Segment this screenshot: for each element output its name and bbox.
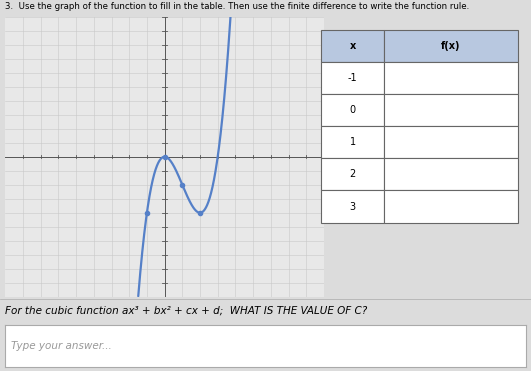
FancyBboxPatch shape bbox=[384, 62, 518, 94]
FancyBboxPatch shape bbox=[384, 158, 518, 190]
FancyBboxPatch shape bbox=[321, 190, 384, 223]
Text: 1: 1 bbox=[349, 137, 356, 147]
FancyBboxPatch shape bbox=[321, 126, 384, 158]
FancyBboxPatch shape bbox=[384, 30, 518, 62]
FancyBboxPatch shape bbox=[384, 190, 518, 223]
Text: Type your answer...: Type your answer... bbox=[11, 341, 112, 351]
FancyBboxPatch shape bbox=[321, 30, 384, 62]
Text: x: x bbox=[349, 41, 356, 51]
Text: -1: -1 bbox=[348, 73, 357, 83]
Text: 3: 3 bbox=[349, 201, 356, 211]
Text: 3.  Use the graph of the function to fill in the table. Then use the finite diff: 3. Use the graph of the function to fill… bbox=[5, 2, 469, 11]
FancyBboxPatch shape bbox=[321, 62, 384, 94]
FancyBboxPatch shape bbox=[321, 94, 384, 126]
FancyBboxPatch shape bbox=[384, 94, 518, 126]
Text: For the cubic function ax³ + bx² + cx + d;  WHAT IS THE VALUE OF C?: For the cubic function ax³ + bx² + cx + … bbox=[5, 306, 367, 316]
FancyBboxPatch shape bbox=[321, 158, 384, 190]
Text: f(x): f(x) bbox=[441, 41, 461, 51]
Text: 0: 0 bbox=[349, 105, 356, 115]
FancyBboxPatch shape bbox=[384, 126, 518, 158]
Text: 2: 2 bbox=[349, 170, 356, 179]
